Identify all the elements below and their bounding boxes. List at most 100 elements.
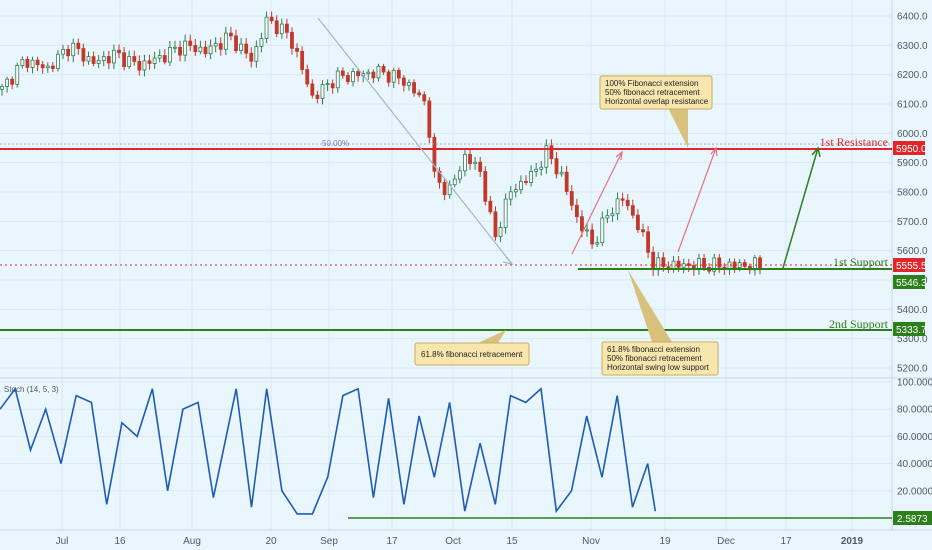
- candle-body: [524, 180, 528, 183]
- candle-body: [45, 65, 50, 69]
- candle-body: [534, 168, 539, 172]
- candle-body: [381, 65, 386, 73]
- candle-body: [585, 229, 589, 232]
- candle-body: [401, 77, 406, 86]
- candle-body: [173, 46, 177, 49]
- candle-body: [162, 55, 167, 63]
- annotation-top-line-1: 100% Fibonacci extension: [605, 79, 698, 88]
- candle-body: [81, 48, 86, 62]
- candle-body: [376, 65, 381, 79]
- candle-body: [330, 83, 335, 89]
- candle-body: [198, 46, 203, 53]
- candle-body: [442, 181, 447, 196]
- candle-body: [320, 84, 325, 99]
- candle-body: [544, 145, 549, 168]
- oscillator-label: Stoch (14, 5, 3): [4, 385, 59, 394]
- price-tick-label: 5600.0: [897, 246, 928, 257]
- resistance-tag-value: 5950.0: [896, 144, 927, 155]
- candle-body: [498, 227, 503, 238]
- candles: [0, 11, 762, 277]
- time-tick-label: 19: [659, 536, 671, 547]
- support-1-tag-value: 5546.3: [896, 278, 927, 289]
- time-tick-label: Jul: [56, 536, 69, 547]
- candle-body: [127, 56, 132, 67]
- candle-body: [254, 46, 259, 62]
- time-tick-label: Nov: [582, 536, 600, 547]
- annotation-left-pointer: [478, 330, 506, 343]
- candle-body: [412, 82, 416, 94]
- candle-body: [478, 161, 483, 172]
- candle-body: [76, 42, 81, 49]
- candle-body: [742, 262, 747, 267]
- candle-body: [346, 75, 350, 83]
- candle-body: [223, 32, 228, 50]
- price-tick-label: 6000.0: [897, 129, 928, 140]
- candle-body: [590, 229, 595, 245]
- red-arrow-1: [571, 151, 623, 255]
- candle-body: [244, 43, 249, 54]
- candle-body: [391, 69, 396, 83]
- candle-body: [284, 23, 289, 33]
- candle-body: [656, 257, 661, 271]
- candle-body: [554, 158, 559, 175]
- candle-body: [605, 215, 610, 219]
- annotation-top: 100% Fibonacci extension 50% fibonacci r…: [599, 75, 713, 148]
- candle-body: [193, 45, 198, 53]
- current-price-tag-value: 5555.5: [896, 261, 927, 272]
- candle-body: [66, 48, 71, 57]
- candle-body: [559, 171, 564, 175]
- candle-body: [503, 198, 508, 228]
- support-1-label: 1st Support: [833, 255, 889, 269]
- candle-body: [518, 180, 523, 191]
- candle-body: [427, 100, 432, 138]
- candle-body: [188, 40, 193, 46]
- candle-body: [580, 216, 584, 232]
- candle-body: [335, 70, 340, 89]
- annotation-bottom-line-1: 61.8% fibonacci extension: [607, 345, 700, 354]
- candle-body: [295, 47, 299, 52]
- time-tick-label: Sep: [320, 536, 338, 547]
- current-price-tag: [893, 258, 925, 272]
- annotation-left: 61.8% fibonacci retracement: [414, 330, 530, 366]
- candle-body: [569, 191, 574, 206]
- annotation-top-box: [599, 75, 713, 110]
- support-2-label: 2nd Support: [829, 317, 889, 331]
- candle-body: [10, 78, 15, 85]
- candle-body: [432, 136, 437, 172]
- candle-body: [234, 35, 238, 52]
- osc-tick-label: 60.0000: [897, 432, 932, 443]
- candle-body: [636, 214, 640, 231]
- candle-body: [356, 71, 361, 77]
- candle-body: [651, 251, 656, 271]
- candle-body: [122, 52, 126, 67]
- red-arrow-2-head: [710, 146, 718, 157]
- candle-body: [218, 43, 223, 50]
- candle-body: [758, 257, 762, 269]
- price-tick-label: 5800.0: [897, 188, 928, 199]
- oscillator-line: [0, 386, 657, 515]
- support-1-tag: [893, 275, 925, 289]
- price-tick-label: 6400.0: [897, 12, 928, 23]
- candle-body: [325, 83, 330, 86]
- candle-body: [61, 48, 65, 55]
- candle-body: [96, 59, 101, 64]
- candle-body: [351, 71, 355, 83]
- candle-body: [610, 213, 615, 217]
- candle-body: [56, 53, 60, 69]
- resistance-tag: [893, 141, 925, 155]
- candle-body: [91, 56, 96, 64]
- candle-body: [239, 43, 244, 52]
- candle-body: [137, 61, 142, 71]
- candle-body: [676, 260, 681, 268]
- price-tick-label: 5700.0: [897, 217, 928, 228]
- candle-body: [30, 59, 35, 68]
- candle-body: [468, 154, 472, 165]
- annotation-left-box: [414, 342, 530, 366]
- price-tick-label: 6300.0: [897, 41, 928, 52]
- candle-body: [661, 257, 666, 268]
- candle-body: [142, 60, 147, 71]
- candle-body: [452, 178, 457, 186]
- red-arrow-1-head: [615, 150, 623, 161]
- annotation-bottom-line-2: 50% fibonacci retracement: [607, 354, 702, 363]
- candle-body: [549, 145, 554, 160]
